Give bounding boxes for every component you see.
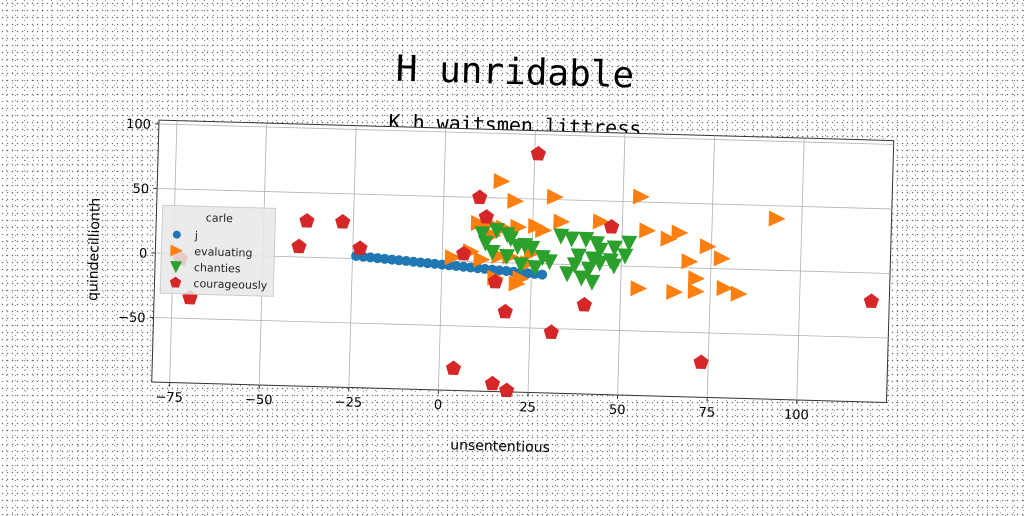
x-tick-label: 25 bbox=[519, 400, 536, 415]
legend-entry-label: courageously bbox=[193, 277, 268, 292]
legend-entry-label: j bbox=[194, 229, 198, 242]
x-tick-label: 0 bbox=[434, 398, 443, 413]
y-axis-label: quindecillionth bbox=[85, 198, 104, 302]
y-tick-label: −50 bbox=[118, 310, 146, 326]
x-tick-label: −25 bbox=[334, 395, 362, 411]
x-tick-label: 100 bbox=[784, 408, 809, 424]
legend-entry-label: evaluating bbox=[194, 245, 252, 260]
y-tick-label: 100 bbox=[126, 117, 151, 133]
x-tick-label: −75 bbox=[155, 390, 183, 406]
x-tick-label: −50 bbox=[245, 393, 273, 409]
x-tick-label: 50 bbox=[609, 403, 626, 418]
x-axis-label: unsententious bbox=[450, 437, 550, 456]
y-tick-label: 50 bbox=[132, 182, 149, 197]
chart-title: H unridable bbox=[395, 49, 634, 97]
y-tick-label: 0 bbox=[139, 247, 148, 262]
legend-title: carle bbox=[206, 211, 234, 225]
x-tick-label: 75 bbox=[698, 405, 715, 420]
legend-entry-label: chanties bbox=[194, 261, 241, 275]
